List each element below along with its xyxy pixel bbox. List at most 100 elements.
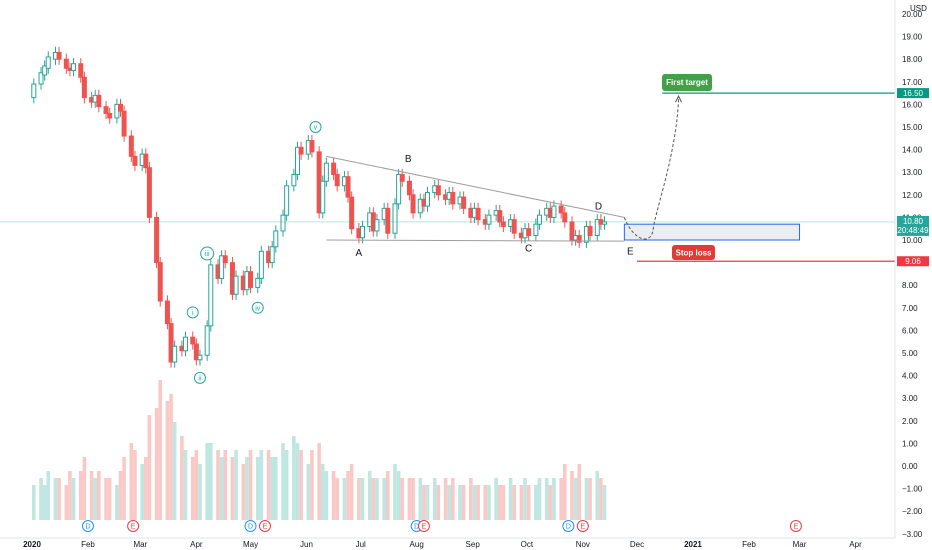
event-type: E [422, 524, 427, 531]
volume-bar [64, 485, 69, 520]
volume-bar [248, 450, 253, 520]
wave-letter-a: A [356, 248, 363, 259]
wave-letter-c: C [525, 244, 532, 255]
candle-body [63, 58, 69, 69]
projection-path[interactable] [623, 99, 680, 240]
y-tick-label: 6.00 [902, 326, 918, 335]
volume-bar [292, 436, 296, 520]
time-axis[interactable]: 2020 Feb Mar Apr May Jun Jul Aug Sep Oct Nov Dec 202… [23, 540, 862, 549]
triangle-lower-line[interactable] [326, 239, 625, 242]
event-type: E [580, 524, 585, 531]
dividend-marker[interactable]: D [244, 520, 257, 532]
volume-bar [169, 394, 173, 520]
volume-bar [78, 471, 83, 520]
candle-body [143, 153, 149, 169]
candle-body [269, 246, 275, 264]
candle [475, 202, 481, 226]
volume-bar [122, 457, 126, 520]
y-tick-label: 12.00 [902, 191, 923, 200]
y-tick-label: 8.00 [902, 281, 918, 290]
earnings-marker[interactable]: E [258, 520, 271, 532]
volume-bar [234, 450, 238, 520]
y-tick-label: 7.00 [902, 304, 918, 313]
candle-body [587, 225, 593, 236]
candle-body [558, 205, 564, 214]
volume-bar [342, 478, 347, 520]
target-price-tag: 16.50 [897, 88, 929, 99]
volume-bar [588, 478, 592, 520]
wave-circle [309, 121, 322, 133]
candle-body [486, 214, 492, 225]
event-type: E [794, 524, 799, 531]
volume-bar [562, 464, 567, 520]
candle-body [164, 300, 170, 325]
volume-bar [548, 485, 553, 520]
volume-bar [411, 478, 415, 520]
candle-body [562, 212, 568, 223]
candle [45, 51, 51, 74]
candle [309, 134, 315, 158]
candle-body [103, 106, 109, 114]
candle-body [71, 63, 77, 72]
candle [222, 250, 228, 269]
earnings-marker[interactable]: E [127, 520, 140, 532]
volume-bar [396, 471, 401, 520]
x-tick-label: Feb [81, 540, 95, 549]
candle-body [183, 336, 189, 352]
volume-bar [519, 485, 524, 520]
candle [132, 150, 138, 172]
candle [197, 349, 203, 366]
volume-bar [573, 478, 578, 520]
candle-body [374, 219, 380, 232]
candle-body [208, 264, 214, 327]
event-type: D [414, 524, 419, 531]
candle [435, 180, 441, 201]
earnings-marker[interactable]: E [417, 520, 430, 532]
volume-bar [310, 450, 314, 520]
wave-circle [200, 246, 215, 261]
volume-bar [371, 478, 376, 520]
candle-body [121, 110, 127, 137]
candle [168, 317, 174, 368]
candle-body [406, 180, 412, 196]
volume-bar [154, 408, 159, 520]
candle [154, 211, 160, 269]
candle-body [536, 214, 542, 225]
volume-bar [497, 485, 502, 520]
candle-body [45, 56, 51, 69]
volume-bar [320, 464, 325, 520]
entry-zone[interactable] [623, 223, 801, 241]
stop-price-tag-bg [897, 256, 929, 267]
volume-bar [219, 457, 224, 520]
candle [396, 168, 402, 210]
volume-bar [281, 443, 285, 520]
dividend-marker[interactable]: D [81, 520, 94, 532]
candle-body [511, 219, 517, 234]
earnings-marker[interactable]: E [789, 520, 802, 532]
volume-bar [375, 478, 379, 520]
candle [291, 168, 297, 192]
y-tick-label: 0.00 [902, 462, 918, 471]
earnings-marker[interactable]: E [576, 520, 589, 532]
volume-bar [299, 450, 303, 520]
x-tick-label: Nov [576, 540, 590, 549]
candle-body [273, 230, 279, 248]
volume-bar [544, 478, 549, 520]
candle-body [334, 173, 340, 187]
candle [533, 218, 539, 242]
volume-bar [259, 450, 264, 520]
candle [331, 157, 337, 181]
target-price-text: 16.50 [903, 89, 924, 98]
dividend-marker[interactable]: D [562, 520, 575, 532]
stop-price-tag: 9.06 [897, 256, 929, 267]
candle [143, 148, 149, 174]
volume-bar [208, 443, 213, 520]
wave-marker-v: v [309, 121, 322, 133]
triangle-upper-line[interactable] [326, 155, 625, 218]
x-tick-label: Apr [849, 540, 862, 549]
volume-bar [107, 478, 112, 520]
volume-bar [450, 478, 455, 520]
